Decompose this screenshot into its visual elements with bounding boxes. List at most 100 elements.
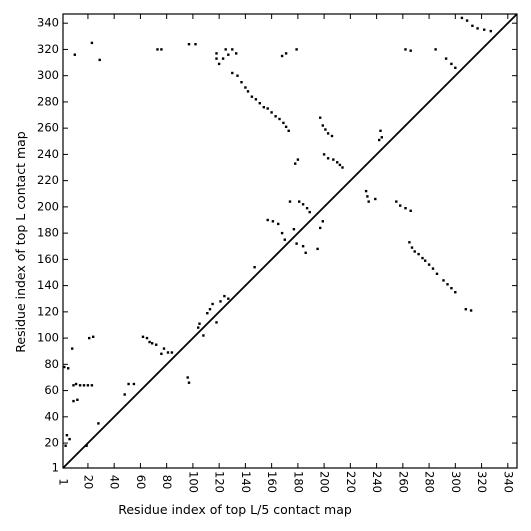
contact-point-1-35 [206, 312, 209, 315]
x-tick-label-9: 180 [291, 471, 305, 493]
contact-point-1-43 [266, 218, 269, 222]
x-tick-label-11: 220 [344, 471, 358, 493]
contact-point-1-73 [442, 279, 445, 282]
contact-point-0-19 [246, 90, 250, 93]
contact-point-0-11 [224, 48, 227, 51]
contact-point-1-41 [227, 297, 230, 300]
contact-point-1-77 [464, 308, 467, 311]
contact-point-1-56 [304, 251, 307, 254]
x-tick-label-8: 160 [265, 471, 279, 493]
contact-point-0-27 [278, 117, 281, 121]
contact-point-0-65 [489, 29, 492, 33]
contact-point-1-64 [408, 241, 411, 244]
x-tick-label-15: 300 [449, 471, 463, 493]
contact-point-0-61 [465, 19, 469, 22]
contact-point-0-45 [338, 163, 342, 167]
contact-point-1-75 [450, 287, 453, 290]
contact-point-1-60 [395, 200, 398, 203]
contact-point-0-40 [330, 134, 334, 138]
y-tick-label-5: 100 [37, 331, 59, 345]
contact-point-1-69 [424, 259, 427, 262]
contact-point-1-17 [85, 444, 88, 447]
contact-point-1-48 [288, 200, 292, 203]
contact-point-0-21 [254, 98, 258, 101]
contact-point-1-54 [308, 210, 311, 214]
contact-point-0-42 [326, 157, 330, 160]
contact-point-1-5 [71, 347, 74, 350]
y-tick-label-8: 160 [37, 252, 59, 266]
contact-point-1-40 [223, 294, 226, 298]
contact-point-1-9 [82, 384, 86, 387]
y-tick-label-17: 340 [37, 16, 59, 30]
y-tick-label-15: 300 [37, 68, 59, 82]
contact-point-0-31 [280, 54, 284, 58]
y-axis-ticks: 1204060801001201401601802002202402602803… [37, 16, 517, 475]
contact-point-0-48 [380, 136, 383, 139]
contact-point-0-32 [284, 52, 288, 55]
contact-point-0-8 [215, 57, 218, 60]
contact-point-1-66 [413, 250, 416, 253]
contact-point-0-5 [187, 43, 191, 46]
contact-point-0-35 [296, 158, 300, 161]
contact-point-1-39 [219, 300, 222, 303]
x-tick-label-17: 340 [501, 471, 515, 493]
contact-point-0-56 [434, 48, 437, 51]
contact-point-1-29 [170, 351, 174, 354]
contact-point-1-28 [166, 351, 170, 354]
contact-point-1-78 [469, 309, 473, 312]
contact-point-1-47 [283, 238, 286, 241]
x-tick-label-7: 140 [239, 471, 253, 493]
contact-point-1-70 [427, 263, 431, 266]
contact-point-1-10 [86, 384, 90, 387]
contact-point-1-49 [292, 228, 296, 231]
contact-point-0-62 [471, 24, 474, 27]
contact-point-0-12 [227, 53, 230, 56]
contact-point-0-59 [454, 66, 457, 69]
contact-point-1-59 [321, 220, 324, 223]
contact-point-1-20 [132, 382, 136, 386]
contact-point-1-51 [298, 200, 301, 203]
contact-point-1-63 [409, 209, 412, 212]
y-tick-label-7: 140 [37, 278, 59, 292]
contact-point-1-11 [90, 384, 94, 387]
x-tick-label-16: 320 [475, 471, 489, 493]
contact-point-1-2 [65, 434, 69, 437]
contact-point-1-46 [280, 231, 284, 235]
contact-point-1-16 [97, 422, 100, 425]
contact-point-0-2 [98, 58, 101, 62]
x-tick-label-10: 200 [318, 471, 332, 493]
contact-point-1-72 [435, 272, 439, 275]
contact-point-1-18 [123, 393, 126, 396]
contact-point-1-15 [92, 335, 95, 338]
y-tick-label-3: 60 [44, 383, 59, 397]
contact-point-1-4 [64, 444, 67, 447]
contact-point-0-36 [319, 116, 322, 119]
contact-point-1-32 [197, 326, 200, 329]
contact-point-0-14 [235, 52, 238, 55]
x-tick-label-12: 240 [370, 471, 384, 493]
y-tick-label-4: 80 [44, 357, 59, 371]
contact-point-0-46 [341, 166, 344, 169]
contact-point-0-7 [215, 52, 218, 55]
contact-point-0-34 [294, 162, 297, 165]
contact-point-1-24 [151, 342, 154, 345]
x-tick-label-4: 80 [160, 475, 174, 490]
contact-point-1-21 [141, 335, 145, 338]
diagonal-line [62, 13, 518, 469]
contact-point-0-23 [262, 106, 265, 109]
contact-point-1-34 [202, 334, 205, 337]
contact-point-1-22 [145, 336, 149, 340]
contact-point-0-37 [321, 124, 324, 127]
contact-point-1-0 [63, 365, 66, 369]
contact-point-1-68 [421, 256, 424, 260]
y-tick-label-16: 320 [37, 42, 59, 56]
x-tick-label-2: 40 [108, 475, 122, 490]
contact-point-1-50 [295, 242, 298, 245]
contact-point-1-3 [68, 437, 71, 441]
contact-point-0-4 [160, 48, 163, 51]
contact-point-1-1 [67, 367, 70, 370]
contact-point-0-44 [336, 161, 339, 164]
contact-point-1-65 [410, 246, 414, 249]
contact-point-0-13 [231, 48, 234, 51]
